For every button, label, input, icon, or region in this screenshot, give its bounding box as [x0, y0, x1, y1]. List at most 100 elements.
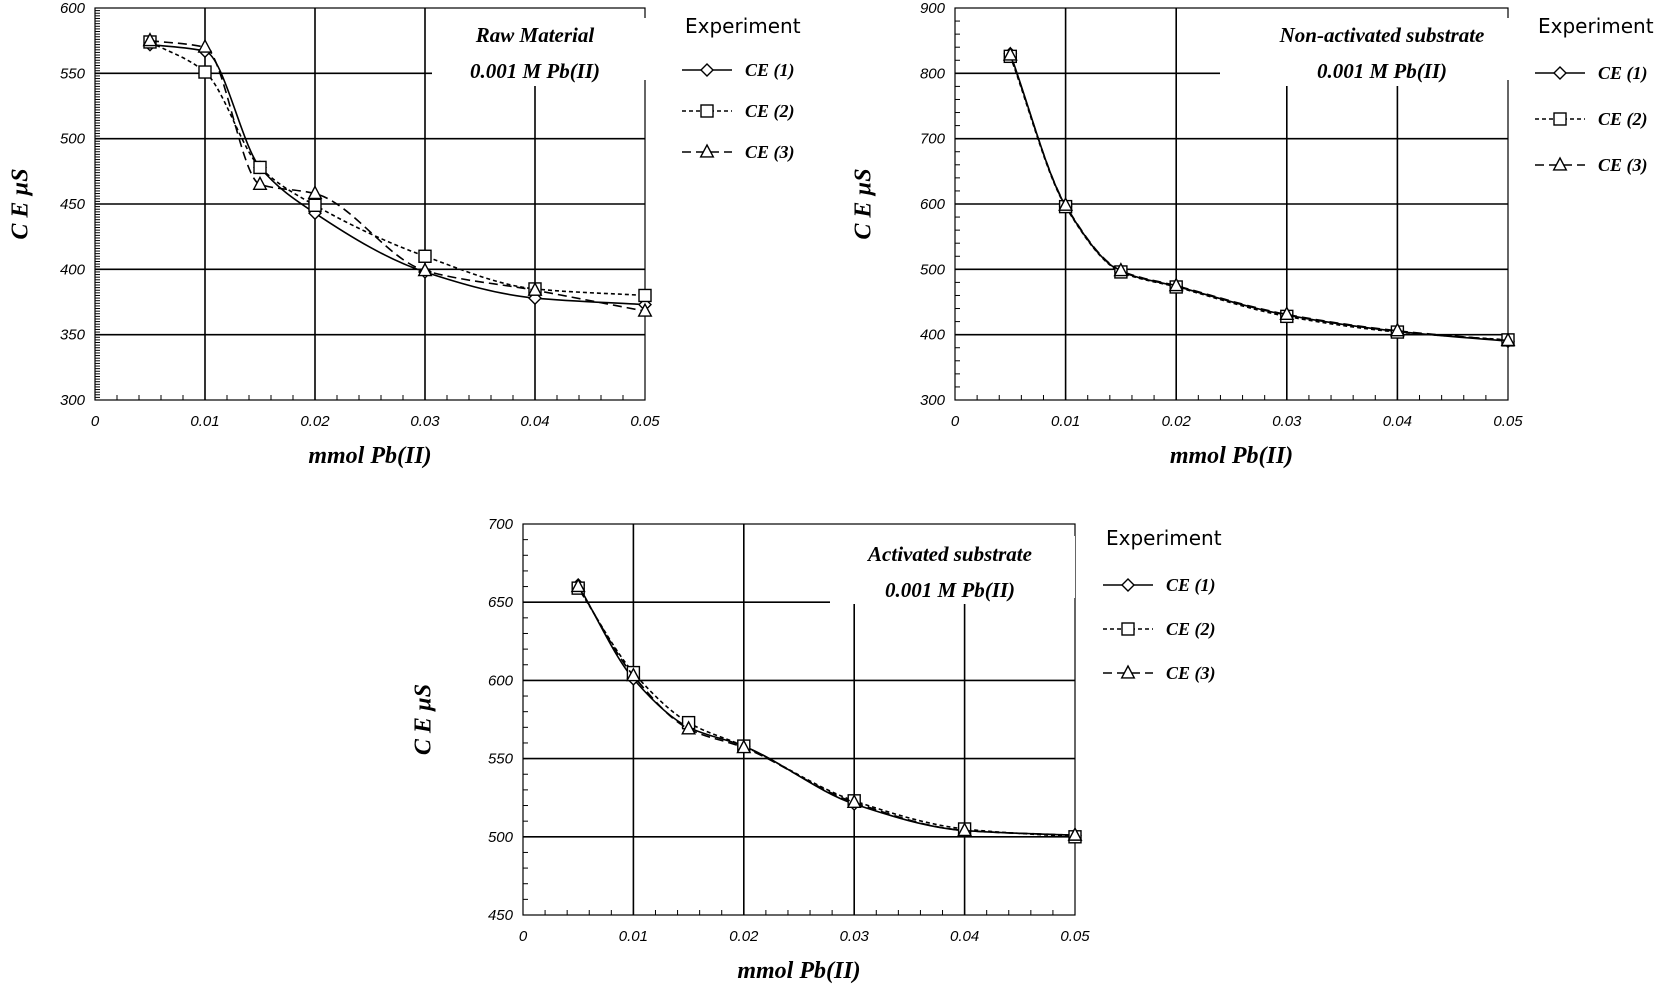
series-ce-3	[570, 578, 1083, 841]
y-tick-label: 500	[60, 131, 86, 148]
legend-item: CE (2)	[1103, 619, 1216, 640]
legend-marker-triangle	[699, 143, 715, 158]
minor-ticks	[94, 7, 646, 401]
legend-title: Experiment	[1106, 526, 1222, 550]
series-ce-3	[1002, 46, 1516, 347]
chart-subtitle: 0.001 M Pb(II)	[885, 578, 1015, 602]
legend-marker-diamond	[1121, 578, 1135, 592]
legend-marker-diamond	[700, 63, 714, 77]
data-point-triangle	[197, 38, 213, 53]
y-tick-label: 400	[60, 261, 86, 278]
data-point-triangle	[1389, 322, 1405, 337]
legend-item: CE (3)	[682, 142, 795, 163]
data-point-triangle	[1168, 277, 1184, 292]
y-tick-label: 800	[920, 65, 946, 82]
y-axis-label: C E µS	[8, 168, 34, 239]
legend-label: CE (3)	[745, 142, 795, 163]
y-tick-label: 300	[60, 392, 86, 409]
data-point-square	[638, 288, 652, 303]
x-axis-label: mmol Pb(II)	[737, 958, 860, 984]
legend-label: CE (2)	[745, 101, 795, 122]
x-tick-label: 0.04	[520, 413, 549, 430]
x-tick-label: 0.01	[619, 928, 648, 945]
data-point-triangle	[252, 175, 268, 191]
data-point-triangle	[1067, 826, 1083, 841]
x-tick-label: 0.03	[840, 928, 870, 945]
chart-panel-1: 300 350 400 450 500 550 600 0 0.01 0.02 0.03 0.04 0.…	[8, 0, 801, 469]
y-tick-label: 550	[488, 751, 514, 768]
legend-label: CE (2)	[1598, 109, 1648, 130]
legend-item: CE (1)	[1535, 63, 1648, 84]
data-point-triangle	[1113, 262, 1129, 277]
legend: Experiment CE (1) CE (2) CE (3)	[1535, 14, 1654, 176]
legend-item: CE (2)	[1535, 109, 1648, 130]
y-axis-label: C E µS	[411, 684, 437, 755]
x-tick-label: 0.05	[630, 413, 660, 430]
data-point-square	[198, 65, 212, 79]
y-tick-label: 700	[488, 516, 514, 533]
y-tick-label: 500	[488, 829, 514, 846]
legend-title: Experiment	[685, 14, 801, 38]
x-tick-label: 0.05	[1493, 413, 1523, 430]
y-tick-label: 600	[60, 0, 86, 17]
data-point-triangle	[625, 667, 641, 682]
data-point-triangle	[681, 720, 697, 735]
x-tick-label: 0.01	[190, 413, 219, 430]
data-point-triangle	[570, 578, 586, 593]
series-line	[1009, 54, 1509, 342]
title-box	[830, 536, 1075, 598]
x-tick-label: 0.04	[1383, 413, 1412, 430]
y-tick-label: 600	[488, 672, 514, 689]
legend-marker-triangle	[1552, 156, 1568, 171]
y-tick-label: 400	[920, 327, 946, 344]
data-point-square	[253, 160, 267, 175]
x-tick-label: 0.02	[729, 928, 759, 945]
y-tick-label: 350	[60, 327, 86, 344]
data-point-triangle	[1002, 46, 1018, 61]
legend-title: Experiment	[1538, 14, 1654, 38]
legend-label: CE (1)	[1166, 575, 1216, 596]
chart-subtitle: 0.001 M Pb(II)	[470, 59, 600, 83]
title-box	[1220, 18, 1520, 80]
x-tick-label: 0.02	[300, 413, 330, 430]
x-tick-label: 0.05	[1060, 928, 1090, 945]
data-point-triangle	[846, 793, 862, 808]
data-point-square	[418, 249, 432, 263]
legend-item: CE (2)	[682, 101, 795, 122]
x-tick-label: 0	[519, 928, 528, 945]
data-point-triangle	[142, 32, 158, 47]
legend-marker-square	[700, 104, 714, 118]
legend-marker-square	[1553, 112, 1567, 126]
chart-title: Activated substrate	[866, 542, 1032, 566]
chart-panel-3: 450 500 550 600 650 700 0 0.01 0.02 0.03 0.04 0.05 A…	[411, 516, 1222, 984]
data-point-triangle	[307, 185, 323, 200]
x-tick-label: 0.01	[1051, 413, 1080, 430]
series-ce-3	[142, 32, 653, 317]
data-point-triangle	[1058, 196, 1074, 211]
y-tick-label: 650	[488, 594, 514, 611]
legend-marker-square	[1121, 622, 1135, 636]
x-axis-label: mmol Pb(II)	[308, 443, 431, 469]
x-axis-label: mmol Pb(II)	[1170, 443, 1293, 469]
legend-marker-triangle	[1120, 664, 1136, 679]
y-tick-label: 600	[920, 196, 946, 213]
x-tick-label: 0	[951, 413, 960, 430]
y-tick-label: 450	[488, 907, 514, 924]
y-tick-label: 450	[60, 196, 86, 213]
x-tick-label: 0.03	[410, 413, 440, 430]
data-point-triangle	[957, 822, 973, 837]
y-tick-label: 900	[920, 0, 946, 17]
chart-subtitle: 0.001 M Pb(II)	[1317, 59, 1447, 83]
legend-label: CE (2)	[1166, 619, 1216, 640]
x-tick-label: 0.03	[1272, 413, 1302, 430]
legend: Experiment CE (1) CE (2) CE (3)	[682, 14, 801, 163]
chart-panel-2: 300 400 500 600 700 800 900 0 0.01 0.02 0.03 0.04 0.…	[851, 0, 1654, 469]
legend-label: CE (3)	[1166, 663, 1216, 684]
legend-item: CE (1)	[1103, 575, 1216, 596]
legend-marker-diamond	[1553, 66, 1567, 80]
y-tick-label: 550	[60, 65, 86, 82]
legend-item: CE (3)	[1535, 155, 1648, 176]
data-point-triangle	[1279, 305, 1295, 321]
legend-item: CE (3)	[1103, 663, 1216, 684]
